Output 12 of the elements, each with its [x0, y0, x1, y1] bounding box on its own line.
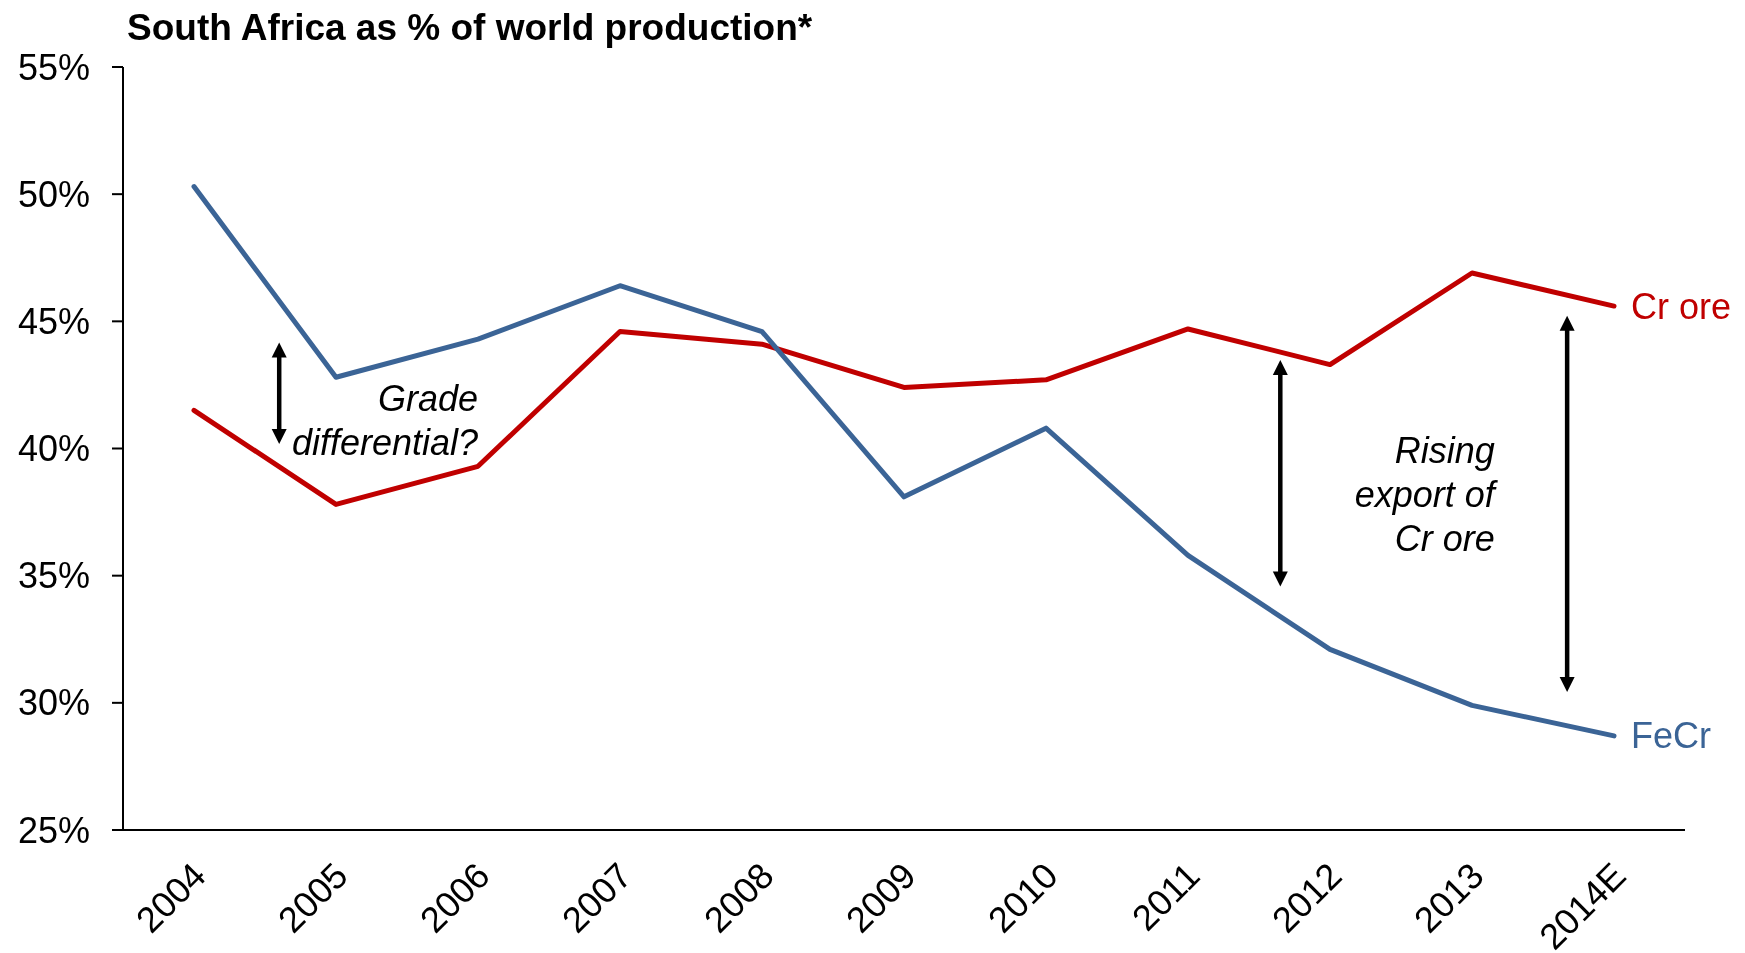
y-tick-label: 45% — [17, 300, 90, 342]
series-label: FeCr — [1631, 715, 1712, 757]
y-tick-label: 30% — [17, 682, 90, 724]
y-tick-label: 35% — [17, 555, 90, 597]
annotation: Rising export of Cr ore — [1354, 430, 1499, 559]
y-tick-label: 40% — [17, 428, 90, 470]
chart-title: South Africa as % of world production* — [127, 7, 813, 48]
y-tick-label: 55% — [17, 46, 90, 88]
series-label: Cr ore — [1631, 285, 1732, 327]
y-tick-label: 25% — [17, 809, 90, 851]
annotation: Grade differential? — [291, 378, 478, 464]
y-tick-label: 50% — [17, 173, 90, 215]
